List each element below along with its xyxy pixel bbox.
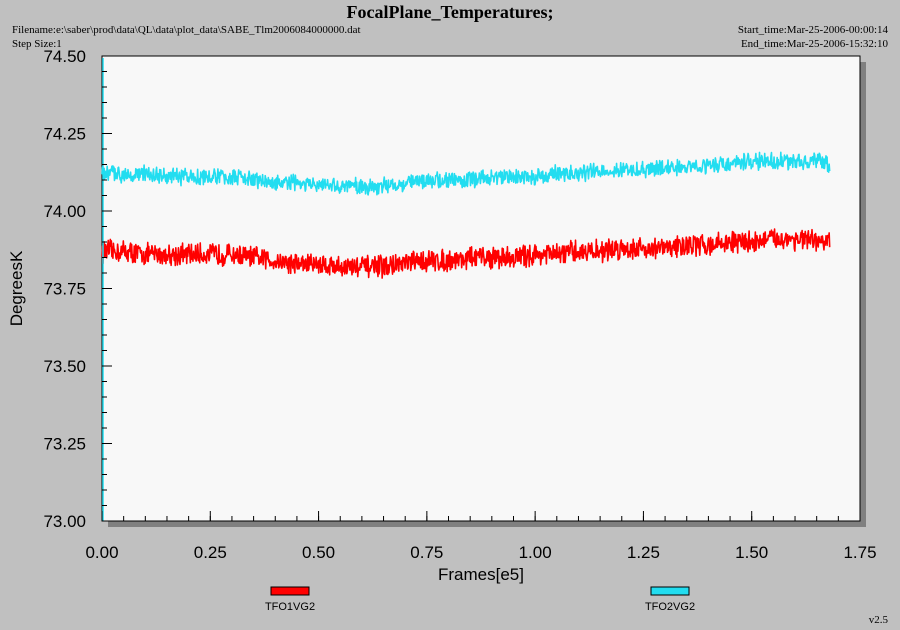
start-time-text: Start_time:Mar-25-2006-00:00:14 [737, 24, 888, 36]
y-tick-label: 74.25 [43, 125, 86, 144]
x-tick-label: 0.00 [85, 543, 118, 562]
legend-label-tfo2vg2: TFO2VG2 [645, 601, 695, 613]
chart-title: FocalPlane_Temperatures; [346, 2, 554, 22]
y-tick-label: 74.50 [43, 47, 86, 66]
plot-background [101, 55, 866, 527]
y-tick-label: 73.25 [43, 435, 86, 454]
plot-area [101, 55, 861, 522]
legend: TFO1VG2 TFO2VG2 [265, 586, 695, 613]
x-tick-label: 1.75 [843, 543, 876, 562]
step-size-text: Step Size:1 [12, 38, 62, 50]
x-tick-label: 0.75 [410, 543, 443, 562]
x-tick-label: 1.50 [735, 543, 768, 562]
end-time-text: End_time:Mar-25-2006-15:32:10 [740, 38, 888, 50]
x-tick-label: 1.25 [627, 543, 660, 562]
x-axis-title: Frames[e5] [438, 565, 524, 584]
series-line-tfo1vg2 [101, 228, 831, 279]
y-axis-title: DegreesK [7, 250, 26, 326]
x-tick-label: 0.50 [302, 543, 335, 562]
axis-layer: 73.00 73.25 73.50 73.75 74.00 74.25 74.50 0.00 0… [7, 47, 877, 584]
filename-text: Filename:e:\saber\prod\data\QL\data\plot… [12, 24, 361, 36]
legend-swatch-tfo1vg2 [270, 586, 310, 596]
legend-label-tfo1vg2: TFO1VG2 [265, 601, 315, 613]
legend-swatch-tfo2vg2 [650, 586, 690, 596]
y-tick-label: 73.50 [43, 357, 86, 376]
y-tick-label: 74.00 [43, 202, 86, 221]
y-tick-label: 73.75 [43, 280, 86, 299]
y-tick-label: 73.00 [43, 512, 86, 531]
x-tick-label: 1.00 [519, 543, 552, 562]
x-tick-label: 0.25 [194, 543, 227, 562]
series-line-tfo2vg2 [101, 151, 831, 196]
version-label: v2.5 [868, 614, 888, 626]
